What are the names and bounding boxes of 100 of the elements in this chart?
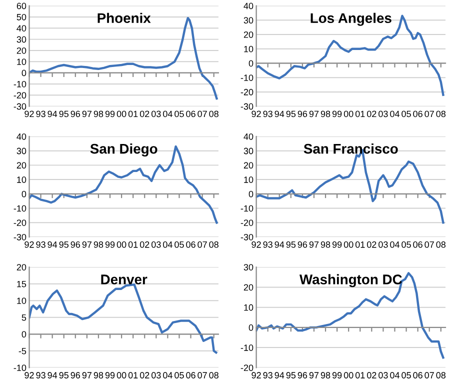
- x-tick-label: 08: [209, 372, 218, 378]
- y-tick-label: 10: [244, 304, 254, 311]
- y-tick-label: 0: [248, 60, 254, 67]
- x-tick-label: 03: [378, 110, 388, 118]
- x-tick-label: 02: [140, 372, 150, 378]
- x-tick-label: 95: [286, 372, 296, 378]
- chart-title: Los Angeles: [310, 12, 392, 26]
- x-tick-label: 05: [174, 372, 184, 378]
- x-tick-label: 04: [163, 110, 172, 118]
- y-tick-label: -30: [240, 234, 254, 240]
- x-tick-label: 01: [128, 241, 138, 248]
- x-tick-label: 03: [378, 372, 388, 378]
- x-tick-label: 95: [286, 241, 296, 248]
- x-tick-label: 00: [344, 110, 354, 118]
- x-tick-label: 94: [274, 110, 284, 118]
- y-tick-label: -10: [240, 74, 254, 81]
- x-tick-label: 99: [105, 372, 115, 378]
- y-tick-label: 20: [16, 162, 26, 169]
- x-tick-label: 92: [24, 241, 34, 248]
- x-tick-label: 02: [366, 372, 376, 378]
- line-series: [256, 272, 444, 359]
- y-tick-label: -20: [14, 220, 26, 226]
- x-tick-label: 93: [263, 110, 272, 118]
- x-tick-label: 94: [48, 241, 58, 248]
- x-tick-label: 00: [116, 372, 126, 378]
- x-tick-label: 97: [82, 241, 92, 248]
- y-tick-label: -10: [240, 344, 254, 351]
- x-tick-label: 01: [355, 241, 365, 248]
- x-tick-label: 03: [151, 241, 161, 248]
- x-tick-label: 98: [320, 110, 330, 118]
- x-tick-label: 00: [344, 241, 354, 248]
- y-tick-label: 30: [244, 17, 254, 24]
- line-series: [29, 145, 218, 224]
- y-tick-label: 10: [244, 46, 254, 52]
- x-tick-label: 98: [94, 372, 104, 378]
- x-tick-label: 94: [48, 372, 58, 378]
- y-tick-label: 0: [22, 331, 26, 338]
- y-tick-label: 10: [17, 298, 26, 304]
- y-tick-label: 40: [16, 133, 26, 140]
- x-tick-label: 00: [344, 372, 354, 378]
- y-tick-label: 20: [16, 47, 26, 54]
- y-tick-label: -30: [14, 103, 26, 110]
- x-tick-label: 06: [413, 241, 422, 248]
- x-tick-label: 92: [252, 110, 261, 118]
- chart-title: San Diego: [90, 144, 158, 157]
- x-tick-label: 00: [116, 110, 126, 118]
- x-tick-label: 04: [390, 110, 400, 118]
- x-tick-label: 07: [198, 241, 207, 248]
- x-tick-label: 02: [366, 241, 376, 248]
- y-tick-label: -10: [14, 205, 26, 212]
- x-tick-label: 01: [128, 110, 138, 118]
- y-tick-label: 0: [22, 70, 26, 76]
- x-tick-label: 95: [59, 241, 69, 248]
- x-tick-label: 99: [105, 241, 115, 248]
- chart-title: Phoenix: [98, 12, 151, 24]
- x-tick-label: 02: [140, 110, 150, 118]
- x-tick-label: 96: [70, 372, 80, 378]
- y-tick-label: 40: [244, 133, 254, 140]
- y-tick-label: 10: [244, 176, 254, 183]
- y-tick-label: -20: [240, 364, 254, 372]
- x-tick-label: 98: [94, 241, 104, 248]
- x-tick-label: 99: [332, 372, 342, 378]
- x-tick-label: 92: [24, 372, 34, 378]
- x-tick-label: 98: [320, 372, 330, 378]
- x-tick-label: 07: [198, 110, 207, 118]
- y-tick-label: 0: [248, 324, 254, 331]
- y-tick-label: 15: [17, 280, 26, 288]
- x-tick-label: 06: [186, 372, 196, 378]
- x-tick-label: 97: [309, 241, 319, 248]
- y-tick-label: 40: [16, 25, 26, 32]
- x-tick-label: 06: [413, 372, 422, 378]
- x-tick-label: 98: [94, 110, 104, 118]
- y-tick-label: -10: [14, 364, 26, 372]
- x-tick-label: 96: [298, 372, 308, 378]
- x-tick-label: 95: [286, 110, 296, 118]
- x-tick-label: 08: [209, 241, 218, 248]
- y-tick-label: 20: [16, 264, 26, 270]
- x-tick-label: 99: [105, 110, 115, 118]
- x-tick-label: 03: [151, 110, 161, 118]
- y-tick-label: 30: [16, 36, 26, 43]
- x-tick-label: 93: [36, 241, 46, 248]
- chart-title: Denver: [101, 274, 148, 284]
- x-tick-label: 01: [128, 372, 138, 378]
- x-tick-label: 05: [402, 110, 411, 118]
- x-tick-label: 00: [116, 241, 126, 248]
- y-tick-label: 30: [244, 264, 254, 270]
- x-tick-label: 92: [252, 241, 261, 248]
- x-tick-label: 95: [59, 372, 69, 378]
- x-tick-label: 97: [82, 110, 92, 118]
- x-tick-label: 02: [140, 241, 150, 248]
- y-tick-label: 20: [244, 162, 254, 169]
- y-tick-label: -10: [240, 205, 254, 212]
- x-tick-label: 06: [186, 110, 196, 118]
- x-tick-label: 05: [402, 241, 411, 248]
- x-tick-label: 94: [274, 241, 284, 248]
- x-tick-label: 04: [163, 372, 172, 378]
- x-tick-label: 99: [332, 241, 342, 248]
- y-tick-label: 10: [17, 58, 26, 66]
- y-tick-label: 30: [16, 148, 26, 154]
- x-tick-label: 07: [424, 372, 434, 378]
